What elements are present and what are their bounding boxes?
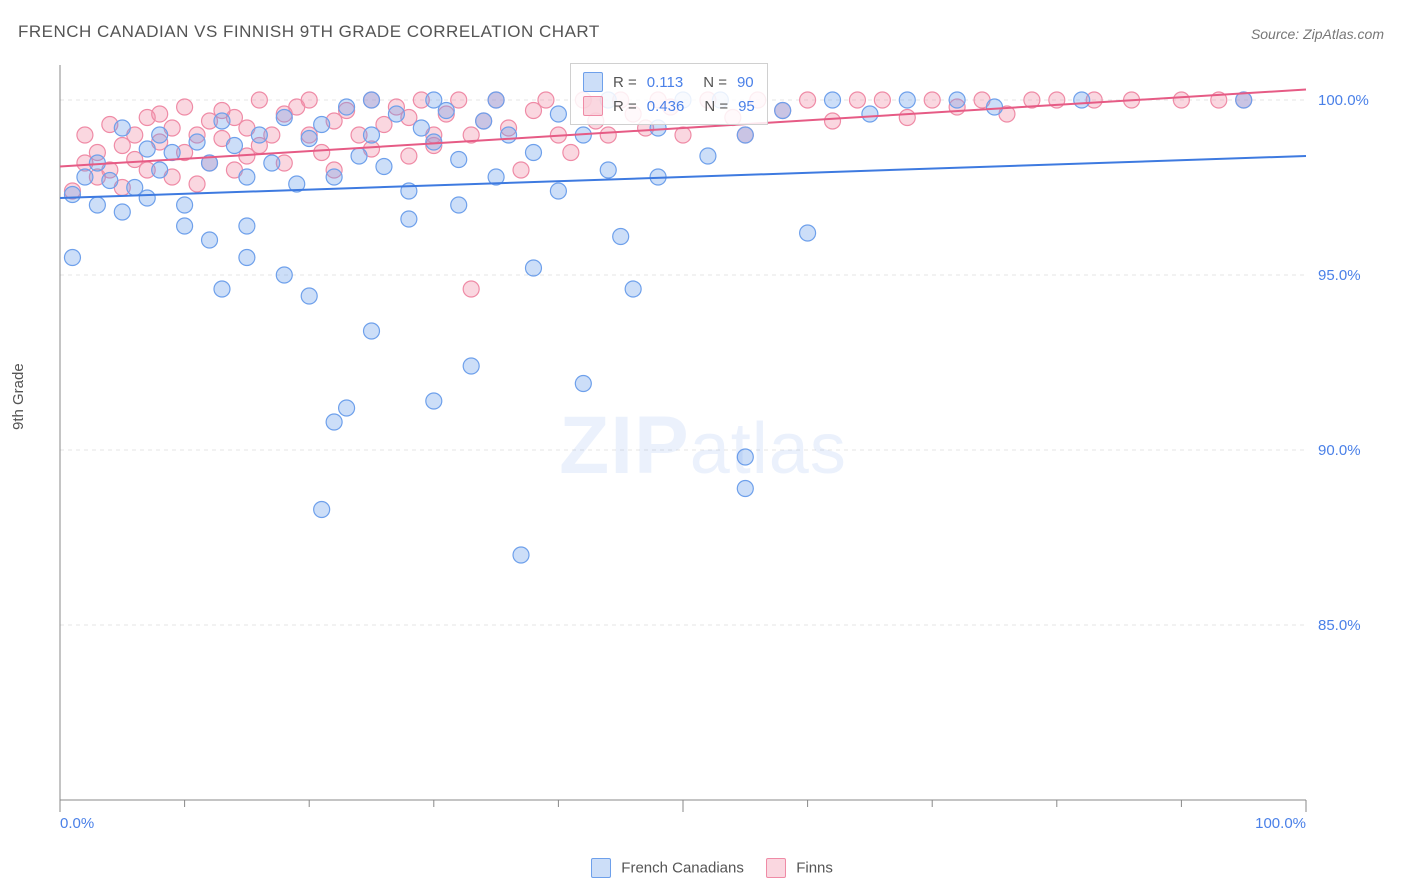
series1-swatch bbox=[591, 858, 611, 878]
svg-text:95.0%: 95.0% bbox=[1318, 267, 1361, 284]
scatter-chart: 85.0% 90.0% 95.0% 100.0% 0.0% 100.0% bbox=[50, 60, 1386, 830]
svg-text:0.0%: 0.0% bbox=[60, 815, 94, 830]
stats-legend-box: R = 0.113 N = 90 R = 0.436 N = 95 bbox=[570, 63, 768, 125]
svg-text:90.0%: 90.0% bbox=[1318, 442, 1361, 459]
r-value: 0.436 bbox=[647, 98, 685, 115]
n-label: N = bbox=[704, 98, 728, 115]
series2-swatch bbox=[766, 858, 786, 878]
y-axis-label: 9th Grade bbox=[10, 363, 27, 430]
series1-label: French Canadians bbox=[621, 860, 744, 877]
n-value: 95 bbox=[738, 98, 755, 115]
chart-title: FRENCH CANADIAN VS FINNISH 9TH GRADE COR… bbox=[18, 22, 600, 42]
legend-bottom: French Canadians Finns bbox=[0, 858, 1406, 878]
stats-row-series1: R = 0.113 N = 90 bbox=[583, 70, 755, 94]
chart-plot-area: 85.0% 90.0% 95.0% 100.0% 0.0% 100.0% bbox=[50, 60, 1386, 830]
svg-text:100.0%: 100.0% bbox=[1255, 815, 1306, 830]
r-label: R = bbox=[613, 98, 637, 115]
svg-text:100.0%: 100.0% bbox=[1318, 92, 1369, 109]
svg-text:85.0%: 85.0% bbox=[1318, 617, 1361, 634]
n-value: 90 bbox=[737, 74, 754, 91]
series1-swatch bbox=[583, 72, 603, 92]
r-value: 0.113 bbox=[647, 74, 683, 91]
series2-label: Finns bbox=[796, 860, 833, 877]
series2-swatch bbox=[583, 96, 603, 116]
r-label: R = bbox=[613, 74, 637, 91]
source-attribution: Source: ZipAtlas.com bbox=[1251, 26, 1384, 42]
stats-row-series2: R = 0.436 N = 95 bbox=[583, 94, 755, 118]
n-label: N = bbox=[703, 74, 727, 91]
